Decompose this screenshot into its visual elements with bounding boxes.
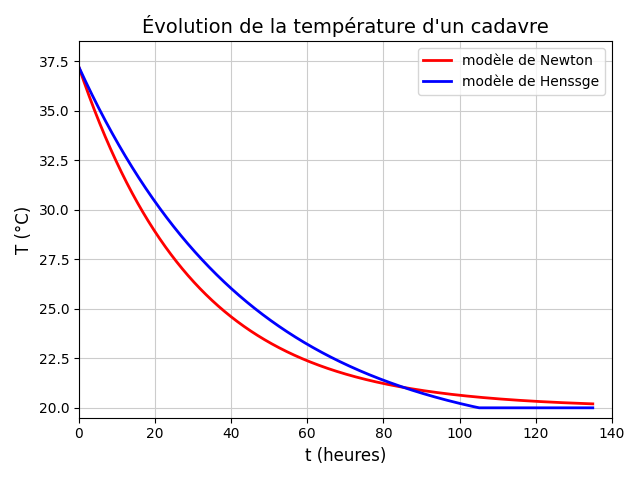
modèle de Henssge: [75, 64, 83, 70]
modèle de Henssge: [589, 405, 596, 411]
modèle de Henssge: [574, 405, 582, 411]
modèle de Henssge: [311, 346, 319, 352]
Title: Évolution de la température d'un cadavre: Évolution de la température d'un cadavre: [142, 15, 548, 37]
modèle de Henssge: [475, 405, 483, 411]
modèle de Newton: [574, 400, 582, 406]
modèle de Henssge: [574, 405, 582, 411]
modèle de Newton: [480, 395, 488, 400]
modèle de Newton: [589, 401, 596, 407]
X-axis label: t (heures): t (heures): [305, 447, 386, 465]
Y-axis label: T (°C): T (°C): [15, 205, 33, 253]
Line: modèle de Henssge: modèle de Henssge: [79, 67, 593, 408]
modèle de Newton: [311, 361, 319, 367]
modèle de Newton: [574, 400, 582, 406]
modèle de Newton: [325, 366, 333, 372]
Legend: modèle de Newton, modèle de Henssge: modèle de Newton, modèle de Henssge: [418, 48, 605, 95]
modèle de Newton: [101, 133, 109, 139]
Line: modèle de Newton: modèle de Newton: [79, 67, 593, 404]
modèle de Newton: [75, 64, 83, 70]
modèle de Henssge: [325, 353, 333, 359]
modèle de Henssge: [101, 118, 109, 123]
modèle de Henssge: [480, 405, 488, 411]
